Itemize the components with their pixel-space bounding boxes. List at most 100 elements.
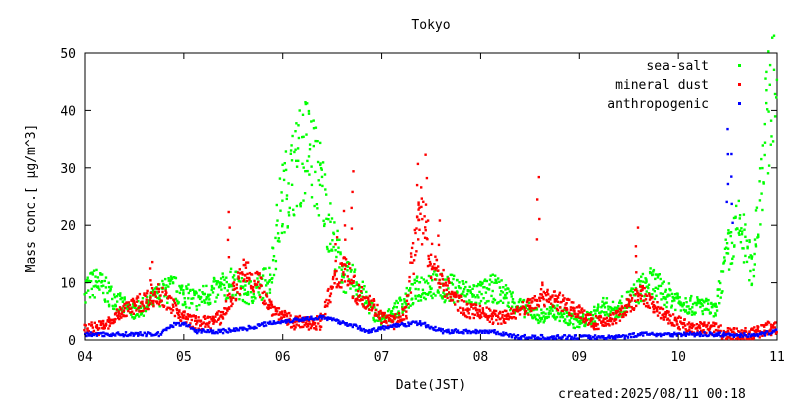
data-point <box>114 303 117 306</box>
data-point <box>409 322 413 326</box>
data-point <box>163 295 166 298</box>
data-point <box>687 305 690 308</box>
data-point <box>211 291 215 294</box>
data-point <box>754 209 758 212</box>
data-point <box>122 335 125 338</box>
data-point <box>224 298 228 301</box>
data-point <box>146 289 149 293</box>
data-point <box>182 293 185 296</box>
data-point <box>229 267 233 270</box>
data-point <box>616 315 620 319</box>
data-point <box>331 286 334 289</box>
data-point <box>217 317 221 320</box>
data-point <box>511 334 514 337</box>
data-point <box>488 278 492 281</box>
data-point <box>551 337 555 340</box>
data-point <box>98 327 101 330</box>
data-point <box>329 202 332 205</box>
data-point <box>553 337 557 341</box>
data-point <box>376 329 379 332</box>
data-point <box>766 108 769 111</box>
data-point <box>457 285 461 288</box>
data-point <box>590 325 593 328</box>
data-point <box>136 313 139 316</box>
data-point <box>242 258 245 261</box>
data-point <box>502 331 505 334</box>
data-point <box>383 313 386 316</box>
data-point <box>193 290 196 293</box>
data-point <box>651 331 654 335</box>
data-point <box>178 315 182 319</box>
data-point <box>587 334 591 337</box>
data-point <box>477 315 481 318</box>
data-point <box>219 277 223 280</box>
data-point <box>302 320 305 324</box>
data-point <box>602 317 605 320</box>
data-point <box>613 308 616 311</box>
data-point <box>544 294 548 297</box>
data-point <box>660 298 663 301</box>
data-point <box>707 321 710 325</box>
data-point <box>154 295 157 298</box>
data-point <box>88 296 92 299</box>
data-point <box>717 333 720 336</box>
data-point <box>688 325 692 329</box>
data-point <box>254 271 257 275</box>
data-point <box>401 323 405 326</box>
data-point <box>241 273 244 276</box>
data-point <box>397 316 400 319</box>
data-point <box>310 165 313 168</box>
data-point <box>370 299 373 302</box>
data-point <box>277 318 281 321</box>
data-point <box>183 300 187 304</box>
data-point <box>114 304 117 308</box>
data-point <box>547 300 551 304</box>
data-point <box>411 283 414 286</box>
data-point <box>523 308 526 312</box>
data-point-peak <box>636 226 640 229</box>
data-point <box>191 302 194 305</box>
data-point <box>744 334 748 337</box>
data-point <box>310 315 313 318</box>
data-point <box>297 324 300 327</box>
data-point <box>252 292 255 296</box>
data-point <box>676 294 679 298</box>
data-point <box>111 297 114 301</box>
data-point <box>631 287 635 290</box>
data-point <box>275 203 278 207</box>
data-point <box>377 310 380 314</box>
data-point-peak <box>335 269 338 273</box>
data-point <box>226 307 229 310</box>
data-point <box>319 314 323 318</box>
data-point <box>439 273 442 276</box>
data-point <box>337 319 340 322</box>
data-point <box>458 296 461 299</box>
data-point <box>662 280 665 283</box>
data-point <box>222 313 225 316</box>
data-point <box>725 252 728 255</box>
data-point <box>204 317 207 320</box>
data-point <box>86 276 89 279</box>
data-point <box>111 304 114 308</box>
data-point <box>765 323 769 326</box>
data-point <box>393 323 396 326</box>
data-point <box>612 335 615 339</box>
data-point <box>613 318 616 321</box>
data-point <box>276 219 279 222</box>
data-point <box>502 286 505 289</box>
data-point <box>445 294 448 298</box>
data-point <box>133 333 136 336</box>
data-point <box>368 328 371 332</box>
data-point <box>497 301 500 304</box>
data-point <box>772 34 776 37</box>
data-point <box>586 334 589 337</box>
data-point <box>767 321 771 324</box>
data-point <box>637 302 640 305</box>
data-point <box>553 306 557 310</box>
data-point <box>419 299 423 302</box>
data-point <box>521 335 524 338</box>
data-point-peak <box>425 176 429 180</box>
data-point <box>659 284 663 288</box>
data-point <box>372 299 376 302</box>
data-point <box>576 313 580 316</box>
